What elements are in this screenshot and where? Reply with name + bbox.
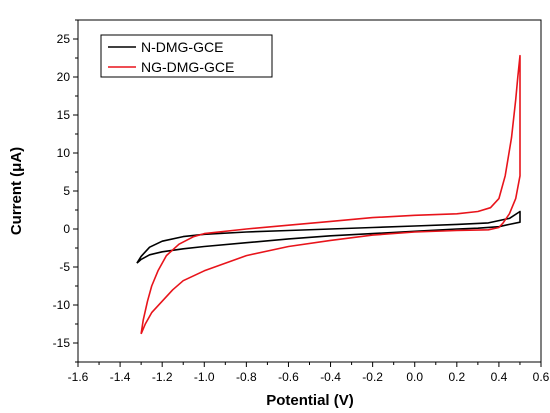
y-tick-label: 15	[57, 108, 71, 122]
x-tick-label: -1.4	[110, 370, 131, 384]
legend-box	[100, 34, 273, 78]
series-line-0	[136, 210, 521, 264]
x-tick-label: 0.2	[448, 370, 465, 384]
y-tick-label: -15	[53, 336, 71, 350]
y-tick-label: 25	[57, 32, 71, 46]
legend-label: NG-DMG-GCE	[141, 59, 234, 75]
series-line-1	[140, 54, 521, 335]
x-axis-title: Potential (V)	[266, 392, 354, 409]
x-axis-ticks: -1.6 -1.4 -1.2 -1.0 -0.8 -0.6 -0.4 -0.2 0.0 0.2 0.…	[68, 362, 550, 384]
series-layer	[136, 54, 521, 335]
y-tick-label: 20	[57, 70, 71, 84]
x-tick-label: -0.8	[236, 370, 257, 384]
x-tick-label: -0.2	[362, 370, 383, 384]
y-axis-ticks: -15 -10 -5 0 5 10 15 20 25	[53, 19, 78, 363]
x-tick-label: -1.6	[68, 370, 89, 384]
y-axis-title: Current (μA)	[8, 147, 25, 235]
x-tick-label: -0.6	[278, 370, 299, 384]
x-tick-label: -1.0	[194, 370, 215, 384]
x-tick-label: 0.0	[406, 370, 423, 384]
y-tick-label: 0	[63, 222, 70, 236]
x-tick-label: 0.6	[533, 370, 550, 384]
y-tick-label: -5	[59, 260, 70, 274]
x-tick-label: 0.4	[491, 370, 508, 384]
y-tick-label: 5	[63, 184, 70, 198]
y-tick-label: -10	[53, 298, 71, 312]
y-tick-label: 10	[57, 146, 71, 160]
x-tick-label: -1.2	[152, 370, 173, 384]
x-tick-label: -0.4	[320, 370, 341, 384]
legend: N-DMG-GCE NG-DMG-GCE	[100, 34, 273, 78]
legend-label: N-DMG-GCE	[141, 39, 223, 55]
